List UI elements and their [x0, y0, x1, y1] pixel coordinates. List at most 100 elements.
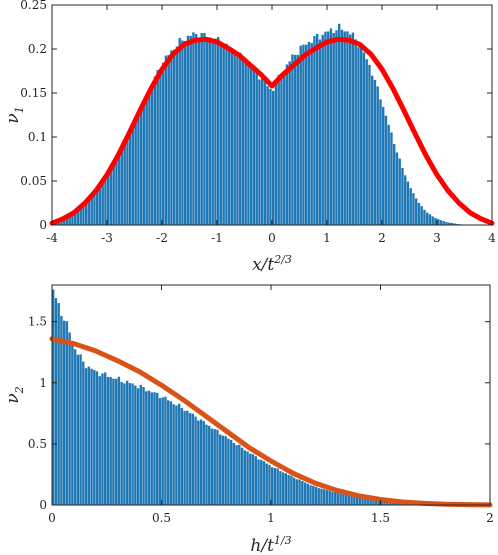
top-histogram-bar: [428, 214, 432, 225]
top-histogram-bar: [412, 193, 415, 225]
bottom-histogram-bar: [295, 479, 299, 505]
bottom-histogram-bar: [68, 332, 71, 505]
bottom-x-tick-label: 0: [48, 511, 56, 525]
bottom-y-tick-label: 1: [39, 376, 47, 390]
bottom-y-ticks: 0 0.5 1 1.5: [28, 315, 490, 512]
top-histogram-bar: [357, 47, 360, 225]
bottom-histogram: [52, 289, 490, 505]
top-histogram-bar: [222, 45, 225, 226]
top-histogram-bar: [261, 78, 264, 226]
top-histogram-bar: [318, 39, 322, 225]
bottom-histogram-bar: [208, 425, 211, 505]
top-histogram-bar: [131, 125, 135, 225]
top-histogram-bar: [266, 86, 269, 226]
bottom-histogram-bar: [262, 461, 266, 505]
top-x-ticks: -4 -3 -2 -1 0 1 2 3 4: [46, 5, 496, 245]
top-x-tick-label: 3: [433, 231, 441, 245]
top-histogram: [52, 23, 470, 226]
bottom-histogram-bar: [377, 499, 381, 505]
top-histogram-bar: [343, 31, 346, 226]
bottom-histogram-bar: [191, 413, 194, 505]
bottom-histogram-bar: [238, 444, 241, 505]
top-histogram-bar: [327, 31, 330, 226]
top-histogram-bar: [379, 99, 382, 225]
bottom-histogram-bar: [273, 468, 277, 505]
top-histogram-bar: [362, 52, 366, 225]
top-histogram-bar: [173, 49, 176, 225]
top-histogram-bar: [170, 50, 173, 225]
bottom-y-label: ν2: [3, 386, 26, 403]
bottom-histogram-bar: [227, 438, 230, 505]
top-y-tick-label: 0.05: [20, 174, 47, 188]
top-histogram-bar: [346, 31, 349, 225]
bottom-histogram-bar: [385, 500, 389, 505]
top-histogram-bar: [211, 40, 214, 226]
top-histogram-bar: [445, 221, 448, 225]
bottom-histogram-bar: [265, 463, 268, 505]
bottom-histogram-bar: [355, 496, 359, 505]
bottom-histogram-bar: [60, 315, 63, 505]
bottom-x-label: h/t1/3: [250, 534, 291, 555]
top-histogram-bar: [175, 46, 179, 225]
top-histogram-bar: [85, 202, 88, 225]
top-histogram-bar: [247, 64, 250, 225]
bottom-histogram-bar: [312, 485, 315, 505]
bottom-histogram-bar: [301, 481, 304, 505]
top-histogram-bar: [164, 55, 168, 225]
bottom-histogram-bar: [71, 341, 74, 505]
top-x-tick-label: 2: [378, 231, 386, 245]
top-histogram-bar: [148, 88, 151, 226]
top-histogram-bar: [126, 136, 129, 225]
top-x-tick-label: -4: [46, 231, 58, 245]
top-x-tick-label: 0: [268, 231, 276, 245]
bottom-histogram-bar: [210, 428, 214, 505]
top-histogram-bar: [250, 68, 253, 225]
bottom-histogram-bar: [292, 477, 296, 505]
top-histogram-bar: [129, 132, 132, 225]
bottom-histogram-bar: [104, 372, 107, 505]
bottom-histogram-bar: [328, 490, 331, 505]
bottom-histogram-bar: [240, 447, 244, 505]
bottom-histogram-bar: [260, 459, 263, 505]
bottom-histogram-bar: [342, 494, 345, 505]
top-y-tick-label: 0: [39, 218, 47, 232]
bottom-y-tick-label: 1.5: [28, 315, 47, 329]
top-histogram-bar: [434, 217, 437, 225]
bottom-histogram-bar: [333, 492, 337, 505]
top-histogram-bar: [101, 182, 104, 225]
top-histogram-bar: [437, 219, 440, 225]
bottom-histogram-bar: [279, 471, 282, 505]
top-histogram-bar: [186, 35, 190, 225]
top-histogram-bar: [423, 209, 426, 225]
top-histogram-bar: [145, 97, 148, 225]
bottom-histogram-bar: [73, 349, 77, 505]
top-histogram-bar: [230, 47, 234, 226]
top-histogram-bar: [442, 221, 445, 225]
top-histogram-bar: [335, 30, 338, 226]
bottom-histogram-bar: [158, 398, 162, 505]
top-x-tick-label: 4: [488, 231, 496, 245]
top-histogram-bar: [137, 115, 140, 225]
top-histogram-bar: [415, 198, 418, 225]
top-histogram-bar: [280, 75, 283, 226]
top-histogram-bar: [417, 202, 421, 225]
top-histogram-bar: [156, 70, 159, 225]
bottom-histogram-bar: [314, 486, 318, 505]
bottom-histogram-bar: [164, 396, 167, 505]
top-histogram-bar: [181, 40, 184, 226]
top-histogram-bar: [393, 144, 396, 225]
top-histogram-bar: [299, 45, 302, 225]
top-histogram-bar: [272, 90, 275, 225]
top-chart: -4 -3 -2 -1 0 1 2 3 4 0 0.05 0.1 0.15 0.2 0.25 x/t2/3…: [3, 0, 496, 275]
top-histogram-bar: [302, 44, 305, 225]
bottom-curve: [49, 336, 493, 508]
top-histogram-bar: [373, 79, 377, 226]
bottom-histogram-bar: [364, 498, 367, 505]
top-histogram-bar: [404, 175, 407, 225]
top-histogram-bar: [71, 212, 74, 225]
top-histogram-bar: [109, 169, 113, 225]
bottom-histogram-bar: [213, 429, 216, 505]
bottom-histogram-bar: [339, 493, 342, 505]
bottom-histogram-bar: [229, 439, 233, 505]
bottom-histogram-bar: [246, 451, 249, 505]
